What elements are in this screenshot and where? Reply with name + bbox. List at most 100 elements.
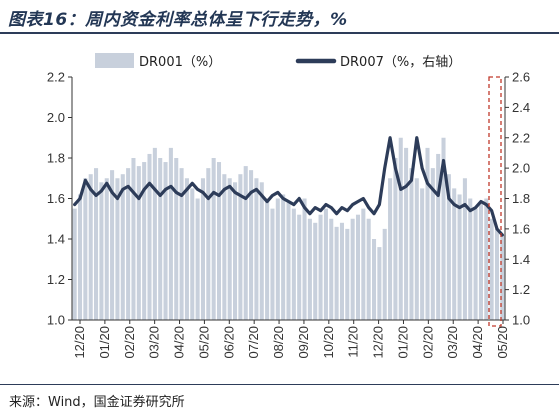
bar-dr001 [94,168,99,320]
bar-dr001 [329,218,334,320]
x-tick-label: 10/20 [321,326,336,359]
y-right-tick-label: 1.8 [512,191,530,206]
bar-dr001 [147,153,152,320]
bar-dr001 [142,162,147,320]
source-note: 来源：Wind，国金证券研究所 [9,395,185,410]
bar-dr001 [318,214,323,320]
x-tick-label: 12/20 [72,326,87,359]
bar-dr001 [446,174,451,320]
bar-dr001 [227,178,232,320]
y-right-tick-label: 1.4 [512,252,530,267]
bar-dr001 [174,158,179,320]
y-left-tick-label: 2.0 [47,110,65,125]
x-tick-label: 12/20 [371,326,386,359]
line-dr007 [73,136,504,237]
legend-label-dr007: DR007（%，右轴） [340,55,461,70]
bar-dr001 [131,158,136,320]
ticks-group: 1.0 1.2 1.4 1.6 1.8 2.0 2.2 1.0 1.2 1.4 1.6 1.8 2.0 2… [47,70,530,359]
y-right-tick-label: 2.6 [512,70,530,85]
bar-dr001 [494,228,500,320]
bar-dr001 [270,208,275,321]
bar-dr001 [265,198,270,320]
bar-dr001 [275,198,280,320]
chart-title: 图表16：周内资金利率总体呈下行走势，% [8,10,348,30]
annotation-box [488,76,502,327]
bar-dr001 [478,202,483,320]
bar-dr001 [313,222,318,320]
bar-dr001 [243,166,248,320]
bar-dr001 [286,202,291,320]
bar-dr001 [152,147,157,320]
x-tick-label: 02/20 [420,326,435,359]
bar-dr001 [388,178,393,320]
bar-dr001 [184,178,189,320]
bar-dr001 [307,218,312,320]
bar-dr001 [233,182,238,320]
bar-dr001 [452,188,457,320]
x-tick-label: 06/20 [221,326,236,359]
bar-dr001 [110,170,115,320]
bar-dr001 [425,147,430,320]
y-left-tick-label: 2.2 [47,70,65,85]
y-left-tick-label: 1.0 [47,313,65,328]
bar-dr001 [211,158,216,320]
bar-dr001 [83,178,88,320]
bar-dr001 [281,194,286,320]
bar-dr001 [222,174,227,320]
legend-label-dr001: DR001（%） [139,55,221,70]
legend-swatch-dr001 [95,53,134,68]
y-right-tick-label: 2.2 [512,130,530,145]
bar-dr001 [430,168,435,320]
bar-dr001 [195,198,200,320]
bar-dr001 [254,178,259,320]
bar-dr001 [414,178,419,320]
bar-dr001 [259,182,264,320]
bar-dr001 [462,178,467,320]
bar-dr001 [409,168,414,320]
bar-dr001 [473,208,478,321]
bar-dr001 [190,188,195,320]
bar-dr001 [179,168,184,320]
x-tick-label: 01/20 [97,326,112,359]
bar-dr001 [500,234,505,320]
bar-dr001 [468,198,473,320]
x-tick-label: 04/20 [470,326,485,359]
bar-dr001 [126,168,131,320]
y-right-tick-label: 2.0 [512,161,530,176]
x-tick-label: 08/20 [271,326,286,359]
bar-dr001 [441,137,446,320]
title-rule [0,32,559,34]
x-tick-label: 03/20 [445,326,460,359]
x-tick-label: 09/20 [296,326,311,359]
bar-dr001 [377,247,382,320]
x-tick-label: 07/20 [246,326,261,359]
x-tick-label: 04/20 [172,326,187,359]
y-right-tick-label: 1.2 [512,282,530,297]
bar-dr001 [339,222,344,320]
y-right-tick-label: 1.0 [512,313,530,328]
bar-dr001 [436,153,441,320]
bar-dr001 [393,158,398,320]
bar-dr001 [216,162,222,320]
bar-dr001 [168,147,173,320]
x-tick-label: 11/20 [346,326,361,358]
bar-dr001 [77,194,83,320]
x-tick-label: 05/20 [196,326,211,359]
y-left-tick-label: 1.2 [47,272,65,287]
bar-dr001 [323,208,328,321]
bar-dr001 [72,208,77,321]
bar-dr001 [484,198,489,320]
bar-dr001 [420,188,425,320]
bar-dr001 [404,147,409,320]
bar-dr001 [136,166,141,320]
bars-group [72,137,505,321]
y-left-tick-label: 1.6 [47,191,65,206]
bar-dr001 [104,178,109,320]
bar-dr001 [302,198,307,320]
chart: 1.0 1.2 1.4 1.6 1.8 2.0 2.2 1.0 1.2 1.4 1.6 1.8 2.0 2… [47,53,530,359]
bar-dr001 [99,182,104,320]
bar-dr001 [398,137,403,320]
bar-dr001 [158,158,163,320]
bar-dr001 [345,228,350,320]
y-left-tick-label: 1.4 [47,232,65,247]
